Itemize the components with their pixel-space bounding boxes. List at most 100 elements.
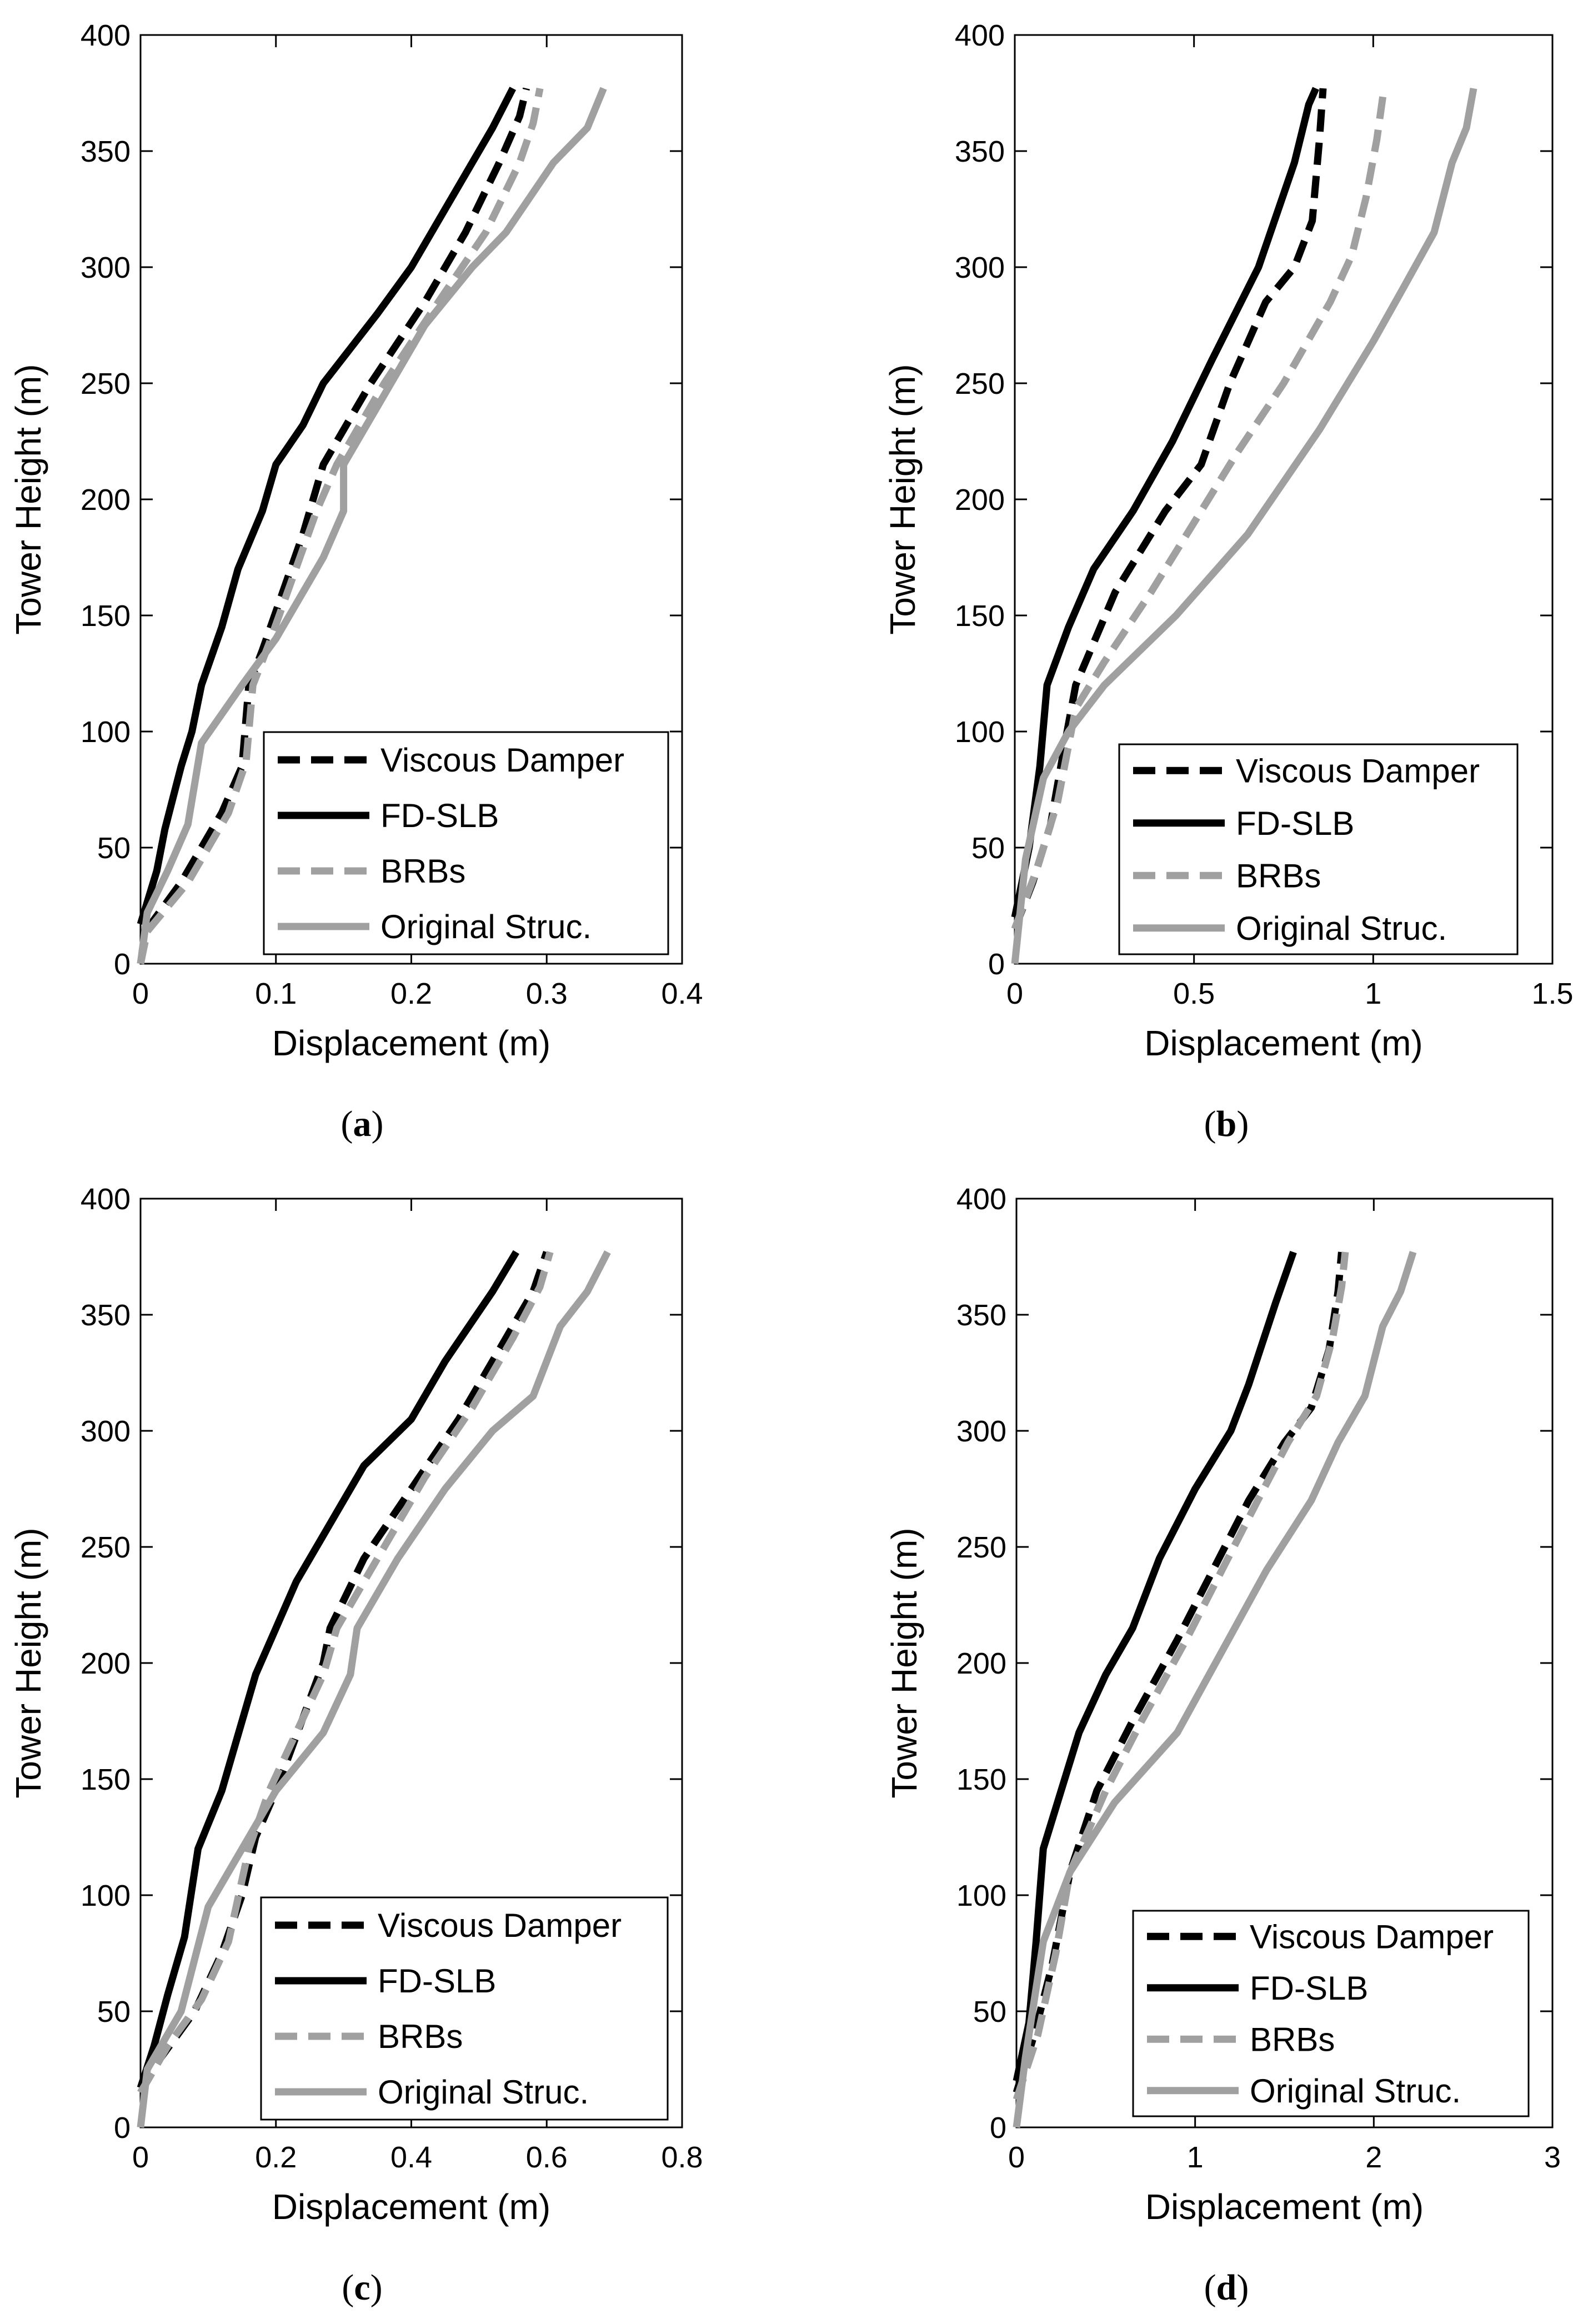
x-tick-label: 0.5 — [1173, 977, 1215, 1010]
y-tick-label: 200 — [81, 1647, 131, 1680]
legend-label: Original Struc. — [380, 908, 592, 945]
x-tick-label: 0 — [1008, 2141, 1025, 2174]
series-line-viscous-damper — [1011, 88, 1327, 930]
series-line-brbs — [1011, 88, 1388, 930]
y-tick-label: 150 — [81, 1763, 131, 1796]
y-tick-label: 150 — [955, 599, 1005, 633]
x-axis-title: Displacement (m) — [1144, 1023, 1422, 1063]
x-tick-label: 0.2 — [390, 977, 432, 1010]
y-axis-title: Tower Height (m) — [883, 364, 923, 634]
y-tick-label: 300 — [955, 251, 1005, 284]
legend-label: FD-SLB — [1250, 1970, 1368, 2007]
panel-caption: (a) — [341, 1104, 384, 1144]
x-tick-label: 0.6 — [526, 2141, 568, 2174]
legend-label: Original Struc. — [1236, 910, 1447, 947]
series-line-brbs — [137, 87, 544, 965]
y-tick-label: 250 — [955, 367, 1005, 400]
y-tick-label: 0 — [990, 2111, 1006, 2145]
legend-label: Viscous Damper — [378, 1907, 622, 1944]
y-tick-label: 400 — [81, 19, 131, 52]
y-tick-label: 0 — [114, 948, 131, 981]
y-tick-label: 150 — [81, 599, 131, 633]
chart-panel-d: 0 1 2 3 0 50 100 150 200 250 300 350 400 Displacement… — [884, 1183, 1561, 2308]
y-axis-title: Tower Height (m) — [884, 1527, 924, 1798]
y-tick-label: 50 — [97, 832, 131, 865]
series-line-original-struc — [137, 1250, 611, 2128]
y-tick-label: 200 — [956, 1647, 1006, 1680]
x-tick-label: 3 — [1544, 2141, 1561, 2174]
y-tick-label: 200 — [81, 483, 131, 517]
legend-box — [1132, 1910, 1530, 2117]
y-tick-label: 300 — [81, 1415, 131, 1448]
x-tick-label: 1 — [1187, 2141, 1204, 2174]
y-tick-label: 350 — [955, 135, 1005, 168]
series-line-original-struc — [137, 87, 607, 964]
y-axis-title: Tower Height (m) — [8, 1527, 48, 1798]
y-tick-label: 350 — [81, 135, 131, 168]
legend: Viscous Damper FD-SLB BRBs Original Struc. — [263, 731, 669, 955]
legend-label: BRBs — [378, 2018, 463, 2055]
panel-caption: (b) — [1204, 1104, 1249, 1144]
y-tick-label: 0 — [988, 948, 1005, 981]
y-tick-label: 50 — [973, 1995, 1006, 2029]
legend-label: Viscous Damper — [380, 742, 624, 779]
legend-box — [1118, 743, 1519, 955]
legend-label: FD-SLB — [378, 1962, 496, 2000]
legend-label: Original Struc. — [1250, 2072, 1461, 2110]
x-axis-title: Displacement (m) — [272, 2187, 550, 2227]
x-axis-title: Displacement (m) — [272, 1023, 550, 1063]
panel-caption: (d) — [1204, 2267, 1249, 2308]
chart-panel-c: 0 0.2 0.4 0.6 0.8 0 50 100 150 200 250 300 350 400 Dis… — [8, 1183, 703, 2308]
y-tick-label: 300 — [81, 251, 131, 284]
series-line-original-struc — [1011, 87, 1477, 964]
y-tick-label: 250 — [81, 367, 131, 400]
panel-caption: (c) — [342, 2267, 382, 2308]
legend-box — [260, 1896, 669, 2121]
series-line-fd-slb — [1011, 87, 1320, 918]
chart-panel-a: 0 0.1 0.2 0.3 0.4 0 50 100 150 200 250 300 350 400 Dis… — [8, 19, 703, 1144]
series-line-fd-slb — [1013, 1250, 1297, 2082]
series-line-brbs — [137, 1251, 554, 2095]
legend-box — [263, 731, 669, 955]
y-tick-label: 100 — [81, 1879, 131, 1912]
series-line-fd-slb — [137, 87, 517, 925]
legend: Viscous Damper FD-SLB BRBs Original Struc. — [1132, 1910, 1530, 2117]
y-tick-label: 100 — [81, 715, 131, 749]
x-tick-label: 0.3 — [526, 977, 568, 1010]
x-axis-title: Displacement (m) — [1145, 2187, 1424, 2227]
legend: Viscous Damper FD-SLB BRBs Original Struc. — [260, 1896, 669, 2121]
series-line-viscous-damper — [137, 87, 530, 965]
x-tick-label: 0 — [132, 2141, 149, 2174]
legend-label: Viscous Damper — [1236, 752, 1480, 789]
y-tick-label: 50 — [97, 1995, 131, 2029]
x-tick-label: 0 — [132, 977, 149, 1010]
x-tick-label: 0.8 — [661, 2141, 703, 2174]
series-line-brbs — [1013, 1251, 1349, 2101]
y-tick-label: 100 — [955, 715, 1005, 749]
y-tick-label: 50 — [971, 832, 1005, 865]
legend-label: FD-SLB — [1236, 805, 1354, 842]
y-tick-label: 300 — [956, 1415, 1006, 1448]
y-tick-label: 350 — [81, 1299, 131, 1332]
y-tick-label: 250 — [81, 1531, 131, 1564]
series-line-fd-slb — [137, 1250, 519, 2089]
y-tick-label: 100 — [956, 1879, 1006, 1912]
y-tick-label: 200 — [955, 483, 1005, 517]
x-tick-label: 0 — [1006, 977, 1023, 1010]
legend: Viscous Damper FD-SLB BRBs Original Struc. — [1118, 743, 1519, 955]
y-tick-label: 0 — [114, 2111, 131, 2145]
series-line-original-struc — [1013, 1251, 1417, 2128]
x-tick-label: 0.2 — [255, 2141, 297, 2174]
x-tick-label: 1.5 — [1531, 977, 1573, 1010]
legend-label: BRBs — [1236, 857, 1321, 894]
chart-panel-b: 0 0.5 1 1.5 0 50 100 150 200 250 300 350 400 Displace… — [883, 19, 1574, 1144]
x-tick-label: 0.1 — [255, 977, 297, 1010]
y-tick-label: 350 — [956, 1299, 1006, 1332]
legend-label: Viscous Damper — [1250, 1918, 1494, 1955]
x-tick-label: 0.4 — [661, 977, 703, 1010]
x-tick-label: 2 — [1365, 2141, 1382, 2174]
y-tick-label: 400 — [955, 19, 1005, 52]
legend-label: BRBs — [1250, 2021, 1335, 2058]
legend-label: FD-SLB — [380, 797, 499, 834]
